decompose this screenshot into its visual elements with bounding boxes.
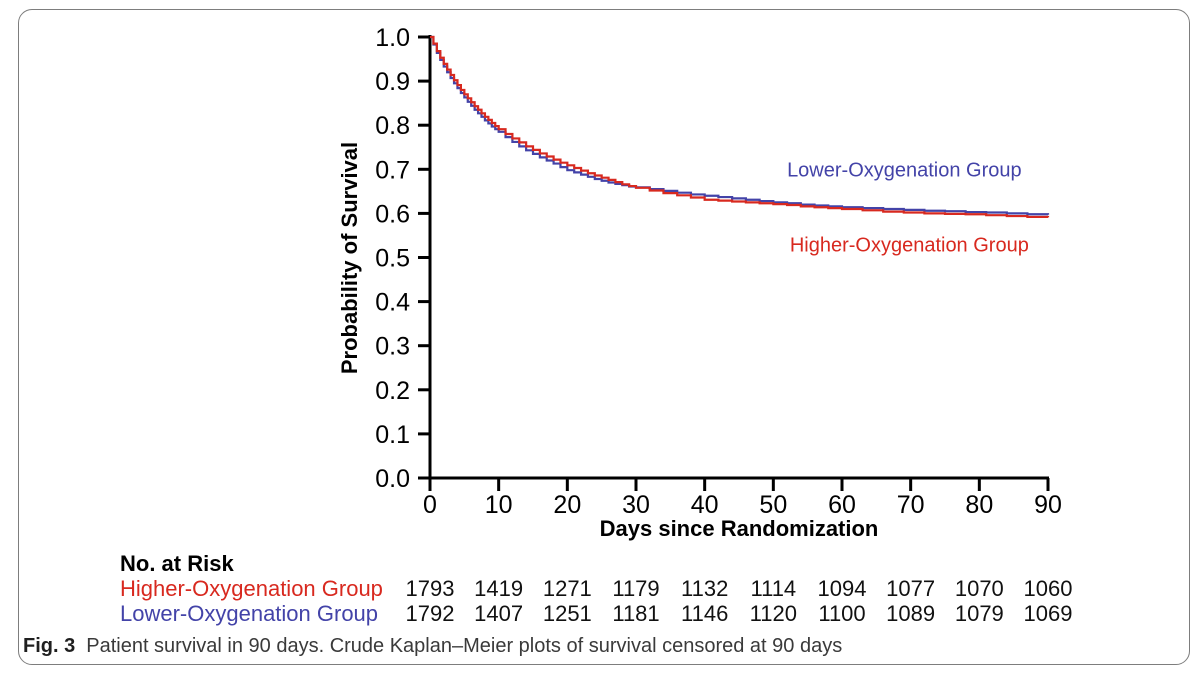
risk-value: 1069 [1023,601,1073,626]
curve-label-higher: Higher-Oxygenation Group [790,234,1029,256]
risk-value: 1089 [886,601,936,626]
risk-row-label-higher-oxygenation-group: Higher-Oxygenation Group [120,576,383,601]
y-tick-label: 0.8 [375,112,410,140]
x-tick-label: 80 [965,491,993,519]
risk-value: 1132 [681,576,729,601]
x-tick-label: 60 [828,491,856,519]
risk-row-label-lower-oxygenation-group: Lower-Oxygenation Group [120,601,379,626]
x-tick-label: 70 [897,491,925,519]
risk-value: 1146 [681,601,729,626]
x-tick-label: 20 [553,491,581,519]
risk-value: 1077 [886,576,936,601]
figure-caption: Fig. 3 Patient survival in 90 days. Crude… [23,635,842,658]
caption-label: Fig. 3 [23,635,76,657]
y-axis-title: Probability of Survival [337,141,362,375]
x-tick-label: 90 [1034,491,1062,519]
x-tick-label: 10 [485,491,513,519]
x-tick-label: 40 [691,491,719,519]
y-tick-label: 0.5 [375,245,410,273]
risk-value: 1120 [749,601,797,626]
risk-value: 1179 [612,576,660,601]
risk-value: 1419 [474,576,524,601]
y-tick-label: 0.9 [375,68,410,96]
y-tick-label: 0.3 [375,333,410,361]
caption-text: Patient survival in 90 days. Crude Kapla… [86,635,843,657]
curve-label-lower: Lower-Oxygenation Group [787,159,1022,181]
survival-curve-higher-oxygenation-group [430,35,1050,219]
y-tick-label: 0.4 [375,289,410,317]
risk-value: 1181 [612,601,660,626]
x-axis-title: Days since Randomization [599,516,879,541]
risk-value: 1792 [405,601,455,626]
risk-value: 1094 [817,576,867,601]
y-tick-label: 0.7 [375,156,410,184]
survival-curve-lower-oxygenation-group [430,35,1050,216]
y-tick-label: 0.2 [375,377,410,405]
x-tick-label: 0 [423,491,437,519]
y-tick-label: 0.1 [375,421,410,449]
y-tick-label: 0.6 [375,200,410,228]
figure-border [18,9,1190,665]
risk-table-header: No. at Risk [120,551,234,576]
x-tick-label: 30 [622,491,650,519]
risk-value: 1060 [1023,576,1073,601]
x-tick-label: 50 [759,491,787,519]
risk-value: 1079 [954,601,1004,626]
risk-value: 1271 [542,576,592,601]
risk-value: 1407 [474,601,524,626]
risk-value: 1070 [954,576,1004,601]
risk-value: 1100 [818,601,866,626]
risk-value: 1114 [750,576,797,601]
risk-value: 1251 [542,601,592,626]
y-tick-label: 0.0 [375,465,410,493]
y-tick-label: 1.0 [375,24,410,52]
risk-value: 1793 [405,576,455,601]
